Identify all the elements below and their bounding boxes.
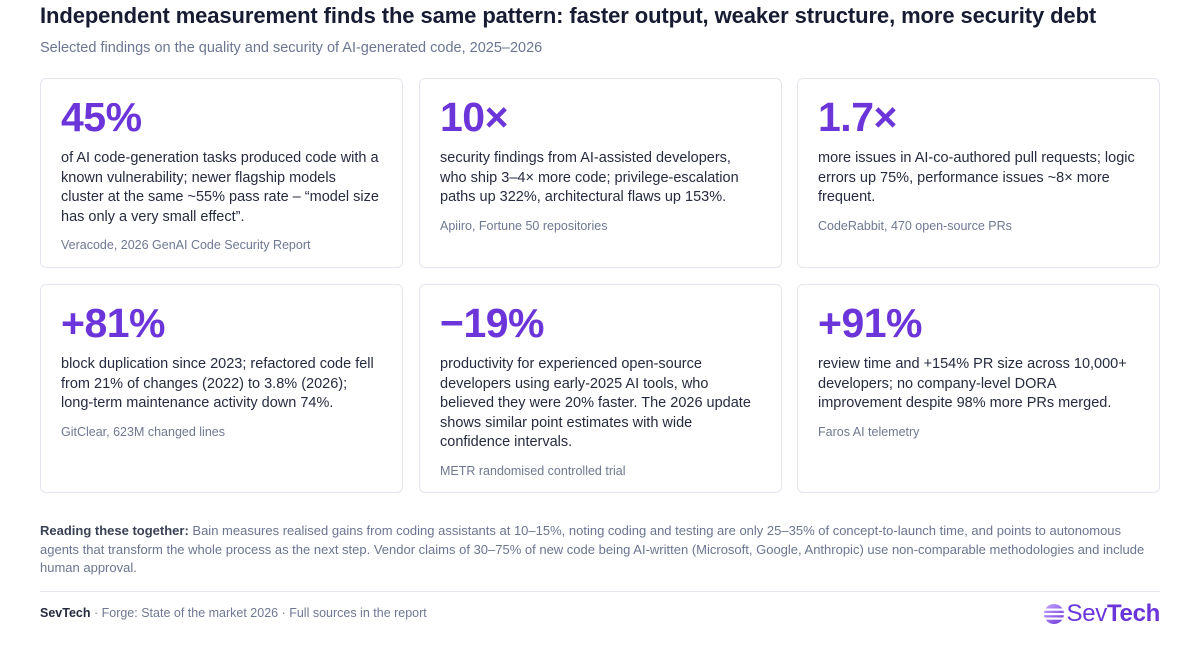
page-subtitle: Selected findings on the quality and sec… — [40, 40, 543, 56]
finding-source: METR randomised controlled trial — [440, 463, 626, 478]
finding-stat: −19% — [440, 300, 545, 346]
sevtech-logo-icon — [1044, 604, 1065, 624]
logo-text-sev: Sev — [1066, 600, 1107, 627]
footer-text: · Forge: State of the market 2026 · Full… — [90, 606, 427, 620]
finding-source: Veracode, 2026 GenAI Code Security Repor… — [61, 238, 311, 253]
finding-description: block duplication since 2023; refactored… — [61, 356, 374, 412]
footer-brand: SevTech — [40, 606, 91, 620]
reading-note: Reading these together: Bain measures re… — [40, 522, 1150, 578]
sevtech-logo: SevTech — [1043, 600, 1160, 628]
finding-card-metr: −19% productivity for experienced open-s… — [419, 284, 782, 493]
finding-description: productivity for experienced open-source… — [440, 356, 751, 451]
finding-stat: 45% — [61, 94, 142, 140]
finding-description: more issues in AI-co-authored pull reque… — [818, 150, 1135, 206]
finding-source: Apiiro, Fortune 50 repositories — [440, 218, 608, 233]
finding-source: CodeRabbit, 470 open-source PRs — [818, 218, 1012, 233]
finding-card-faros: +91% review time and +154% PR size acros… — [797, 284, 1160, 493]
finding-description: of AI code-generation tasks produced cod… — [61, 150, 379, 225]
finding-card-apiiro: 10× security findings from AI-assisted d… — [419, 78, 782, 268]
logo-text-tech: Tech — [1106, 600, 1160, 627]
finding-source: GitClear, 623M changed lines — [61, 424, 225, 439]
finding-card-coderabbit: 1.7× more issues in AI-co-authored pull … — [797, 78, 1160, 268]
finding-stat: +91% — [818, 300, 923, 346]
finding-description: review time and +154% PR size across 10,… — [818, 356, 1127, 412]
infographic-page: Independent measurement finds the same p… — [40, 0, 1160, 649]
finding-description: security findings from AI-assisted devel… — [440, 150, 739, 206]
reading-note-lead: Reading these together: — [40, 523, 189, 538]
finding-stat: 1.7× — [818, 94, 897, 140]
reading-note-text: Bain measures realised gains from coding… — [40, 523, 1145, 575]
finding-stat: +81% — [61, 300, 166, 346]
finding-card-veracode: 45% of AI code-generation tasks produced… — [40, 78, 403, 268]
footer: SevTech · Forge: State of the market 202… — [40, 606, 427, 620]
finding-stat: 10× — [440, 94, 509, 140]
finding-card-gitclear: +81% block duplication since 2023; refac… — [40, 284, 403, 493]
footer-divider — [40, 591, 1160, 592]
page-title: Independent measurement finds the same p… — [40, 3, 1097, 28]
finding-source: Faros AI telemetry — [818, 424, 920, 439]
